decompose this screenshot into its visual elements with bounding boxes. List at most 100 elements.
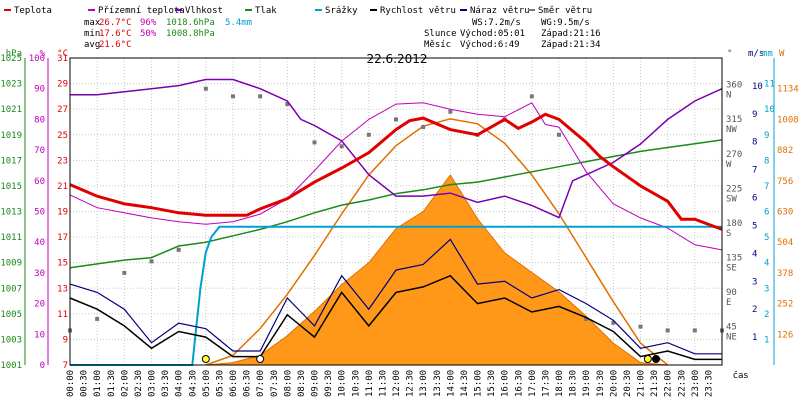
axis-hpa-tick-2: 1021	[0, 105, 22, 115]
axis-dir-tick-4: 180	[726, 219, 742, 229]
axis-hpa-tick-9: 1007	[0, 284, 22, 294]
legend-label-7: Směr větru	[538, 6, 592, 16]
legend-label-2: Vlhkost	[185, 6, 223, 16]
series-humidity	[70, 78, 723, 219]
axis-mm-tick-4: 7	[764, 182, 769, 192]
series-ground-temperature	[69, 102, 723, 251]
x-tick-15: 07:30	[270, 370, 280, 397]
series-rain	[70, 225, 722, 366]
axis-degc-tick-12: 7	[63, 361, 68, 371]
moonrise-marker	[256, 355, 265, 363]
axis-w-tick-3: 756	[777, 177, 793, 187]
moon-rise: Východ:6:49	[460, 40, 520, 50]
x-tick-5: 02:30	[134, 370, 144, 397]
chart-title: 22.6.2012	[366, 52, 427, 66]
wind-direction-point-5	[203, 86, 208, 91]
x-tick-6: 03:00	[148, 370, 158, 397]
axis-hpa-tick-4: 1017	[0, 156, 22, 166]
stat-max-rain: 5.4mm	[225, 18, 252, 28]
wind-info-wg: WG:9.5m/s	[541, 18, 590, 28]
wind-direction-point-17	[529, 94, 534, 99]
axis-mm-tick-5: 6	[764, 208, 769, 218]
series-wind-gust	[69, 238, 722, 355]
axis-dir-label-5: SE	[726, 263, 737, 273]
axis-pct-tick-10: 0	[40, 361, 45, 371]
plot-frame	[69, 57, 723, 366]
wind-direction-point-19	[584, 316, 589, 321]
x-tick-26: 13:00	[419, 370, 429, 397]
x-tick-23: 11:30	[378, 370, 388, 397]
axis-degc-tick-7: 17	[57, 233, 68, 243]
x-tick-22: 11:00	[365, 370, 375, 397]
wind-direction-point-1	[95, 316, 100, 321]
x-tick-7: 03:30	[161, 370, 171, 397]
axis-pct-tick-3: 70	[34, 146, 45, 156]
x-tick-32: 16:00	[501, 370, 511, 397]
axis-mm-tick-7: 4	[764, 259, 769, 269]
legend: Teplota Přízemní teplota Vlhkost Tlak Srážky…	[4, 6, 592, 16]
wind-direction-point-10	[339, 144, 344, 149]
axis-dir-label-3: SW	[726, 194, 737, 204]
axis-dir-tick-3: 225	[726, 184, 742, 194]
x-tick-41: 20:30	[623, 370, 633, 397]
x-tick-39: 19:30	[596, 370, 606, 397]
wind-direction-point-6	[231, 94, 235, 99]
legend-label-3: Tlak	[255, 6, 277, 16]
wind-direction-point-12	[394, 117, 398, 122]
sunset-marker	[643, 355, 652, 363]
axis-mm-tick-10: 1	[764, 335, 769, 345]
axis-ms-tick-0: 10	[752, 82, 763, 92]
x-tick-46: 23:00	[691, 370, 701, 397]
axis-mm-tick-9: 2	[764, 310, 769, 320]
wind-direction-point-20	[611, 320, 616, 325]
axis-degc-tick-11: 9	[63, 335, 68, 345]
axis-unit-hpa: hPa	[6, 49, 22, 59]
axis-dir-tick-7: 45	[726, 322, 737, 332]
sun-label: Slunce	[424, 29, 457, 39]
axis-unit-w: W	[779, 49, 785, 59]
axis-mm-tick-0: 11	[764, 80, 775, 90]
stat-max-press: 1018.6hPa	[166, 18, 215, 28]
x-tick-16: 08:00	[283, 370, 293, 397]
x-tick-44: 22:00	[664, 370, 674, 397]
axis-dir-label-4: S	[726, 229, 731, 239]
axis-unit-dir: °	[727, 49, 732, 59]
wind-direction-point-3	[149, 259, 154, 264]
legend-label-6: Náraz větru	[470, 6, 530, 16]
stat-min-press: 1008.8hPa	[166, 29, 215, 39]
x-tick-13: 06:30	[243, 370, 253, 397]
moon-set: Západ:21:34	[541, 40, 601, 50]
axis-w-tick-6: 378	[777, 269, 793, 279]
series-pressure	[69, 139, 723, 269]
legend-label-0: Teplota	[14, 6, 52, 16]
axis-hpa-tick-1: 1023	[0, 80, 22, 90]
axis-mm-tick-2: 9	[764, 131, 769, 141]
axis-degc-tick-10: 11	[57, 310, 68, 320]
x-tick-12: 06:00	[229, 370, 239, 397]
x-tick-37: 18:30	[569, 370, 579, 397]
x-tick-11: 05:30	[215, 370, 225, 397]
sun-rise: Východ:05:01	[460, 29, 525, 39]
series-temperature	[69, 112, 723, 231]
axis-w-tick-2: 882	[777, 146, 793, 156]
x-tick-2: 01:00	[93, 370, 103, 397]
axis-dir-label-7: NE	[726, 332, 737, 342]
x-tick-17: 08:30	[297, 370, 307, 397]
x-tick-34: 17:00	[528, 370, 538, 397]
x-tick-21: 10:30	[351, 370, 361, 397]
legend-label-4: Srážky	[325, 6, 358, 16]
moon-label: Měsíc	[424, 40, 451, 50]
axis-ms-tick-9: 1	[752, 333, 757, 343]
axis-unit-mm: mm	[762, 49, 773, 59]
x-tick-42: 21:00	[637, 370, 647, 397]
axis-w-tick-1: 1008	[777, 115, 799, 125]
axis-pct-tick-0: 100	[29, 54, 45, 64]
axis-pct-tick-5: 50	[34, 208, 45, 218]
wind-direction-point-22	[665, 328, 670, 333]
x-tick-9: 04:30	[188, 370, 198, 397]
axis-degc-tick-1: 29	[57, 80, 68, 90]
x-tick-30: 15:00	[474, 370, 484, 397]
axis-w-tick-0: 1134	[777, 85, 799, 95]
axis-pct-tick-9: 10	[34, 330, 45, 340]
axis-mm-tick-8: 3	[764, 284, 769, 294]
